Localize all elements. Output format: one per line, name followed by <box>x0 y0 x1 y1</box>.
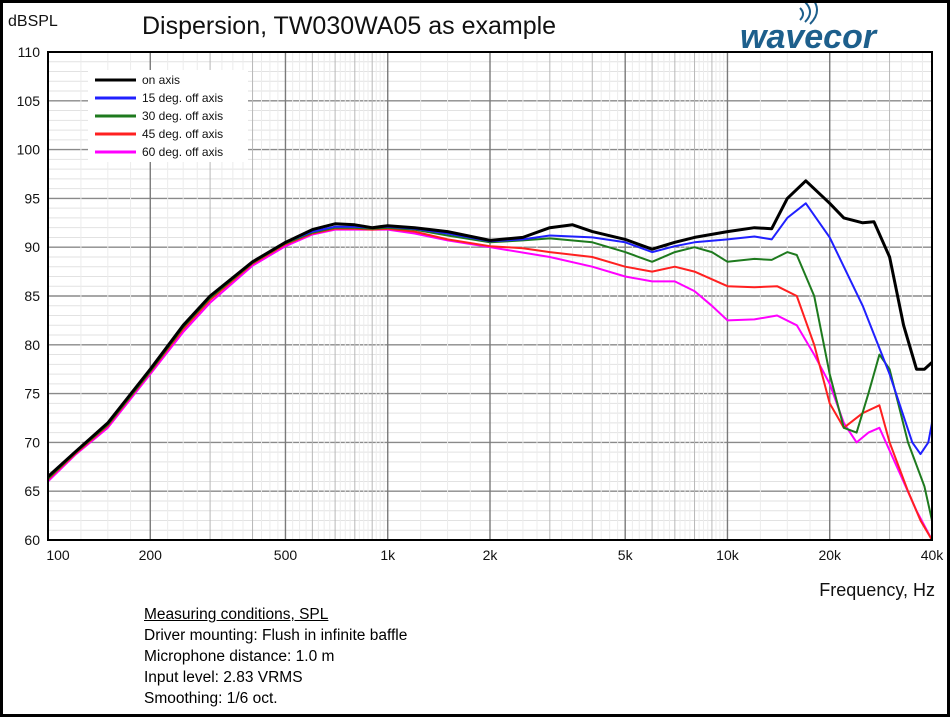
wavecor-logo: wavecor <box>740 3 878 56</box>
legend-label: 45 deg. off axis <box>142 127 223 141</box>
x-tick-label: 100 <box>46 547 70 563</box>
x-tick-label: 20k <box>818 547 842 563</box>
x-tick-label: 200 <box>139 547 163 563</box>
logo-text: wavecor <box>740 18 878 56</box>
wave-icon <box>799 3 818 25</box>
x-axis-label: Frequency, Hz <box>819 580 935 600</box>
y-tick-label: 90 <box>24 239 40 255</box>
legend-label: 30 deg. off axis <box>142 109 223 123</box>
y-tick-label: 85 <box>24 288 40 304</box>
y-tick-label: 70 <box>24 434 40 450</box>
note-line: Microphone distance: 1.0 m <box>144 648 335 665</box>
y-tick-label: 80 <box>24 337 40 353</box>
y-tick-label: 105 <box>17 93 41 109</box>
note-line: Smoothing: 1/6 oct. <box>144 690 278 707</box>
y-axis-label: dBSPL <box>8 13 58 30</box>
x-tick-label: 2k <box>483 547 499 563</box>
y-tick-label: 60 <box>24 532 40 548</box>
y-tick-label: 75 <box>24 386 40 402</box>
legend-label: on axis <box>142 73 180 87</box>
y-tick-label: 95 <box>24 190 40 206</box>
note-line: Input level: 2.83 VRMS <box>144 669 303 686</box>
y-tick-label: 110 <box>18 44 41 60</box>
chart-title: Dispersion, TW030WA05 as example <box>142 12 556 40</box>
series-line-on-axis <box>46 179 934 478</box>
x-tick-label: 10k <box>716 547 740 563</box>
legend-label: 15 deg. off axis <box>142 91 223 105</box>
plot-frame <box>47 51 933 541</box>
x-tick-label: 40k <box>921 547 945 563</box>
x-tick-label: 5k <box>618 547 634 563</box>
x-tick-label: 1k <box>380 547 396 563</box>
notes-heading: Measuring conditions, SPL <box>144 606 329 623</box>
y-tick-label: 100 <box>17 142 41 158</box>
measuring-conditions: Measuring conditions, SPL Driver mountin… <box>144 604 407 709</box>
note-line: Driver mounting: Flush in infinite baffl… <box>144 627 408 644</box>
y-tick-label: 65 <box>24 483 40 499</box>
x-tick-label: 500 <box>274 547 298 563</box>
legend-label: 60 deg. off axis <box>142 145 223 159</box>
